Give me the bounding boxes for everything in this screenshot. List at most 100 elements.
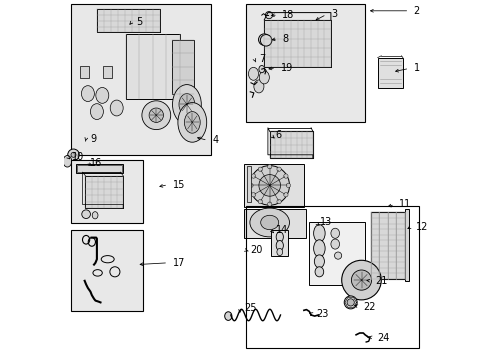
Ellipse shape	[258, 199, 262, 204]
Ellipse shape	[92, 212, 98, 219]
Ellipse shape	[110, 100, 123, 116]
Ellipse shape	[267, 202, 271, 206]
Ellipse shape	[258, 34, 269, 45]
Ellipse shape	[344, 296, 356, 309]
Bar	[71, 230, 142, 311]
Ellipse shape	[142, 101, 170, 130]
Bar	[103, 66, 112, 78]
Ellipse shape	[96, 87, 108, 103]
Ellipse shape	[258, 66, 264, 73]
Ellipse shape	[63, 156, 72, 167]
Bar	[404, 209, 408, 281]
Text: 9: 9	[90, 134, 96, 144]
Ellipse shape	[330, 228, 339, 238]
Ellipse shape	[178, 103, 206, 142]
Text: 3: 3	[330, 9, 336, 19]
Bar	[264, 20, 330, 67]
Ellipse shape	[172, 85, 201, 124]
Bar	[125, 34, 179, 99]
Ellipse shape	[71, 152, 76, 157]
Text: 2: 2	[413, 6, 419, 16]
Text: 7: 7	[258, 54, 264, 64]
Ellipse shape	[184, 112, 200, 133]
Ellipse shape	[265, 12, 272, 19]
Ellipse shape	[276, 167, 281, 171]
Bar	[246, 206, 418, 348]
Bar	[97, 9, 160, 32]
Ellipse shape	[258, 167, 262, 171]
Text: 22: 22	[363, 302, 375, 312]
Text: 14: 14	[275, 225, 287, 235]
Bar	[246, 4, 365, 122]
Ellipse shape	[224, 312, 231, 320]
Bar	[71, 160, 142, 223]
Ellipse shape	[68, 149, 79, 161]
Text: 11: 11	[399, 199, 411, 210]
Bar	[244, 164, 303, 207]
Bar	[76, 164, 122, 173]
Bar	[80, 66, 89, 78]
Ellipse shape	[149, 108, 163, 122]
Bar	[269, 131, 312, 158]
Ellipse shape	[81, 210, 90, 219]
Ellipse shape	[90, 104, 103, 120]
Ellipse shape	[346, 299, 354, 306]
Ellipse shape	[341, 260, 381, 300]
Bar	[244, 209, 305, 238]
Text: 21: 21	[374, 276, 386, 286]
Ellipse shape	[253, 80, 264, 93]
Bar	[172, 40, 194, 94]
Ellipse shape	[283, 193, 287, 197]
Text: 4: 4	[212, 135, 218, 145]
Bar	[370, 212, 404, 279]
Bar	[85, 176, 123, 208]
Ellipse shape	[251, 174, 255, 178]
Text: 16: 16	[89, 158, 102, 168]
Text: 24: 24	[377, 333, 389, 343]
Text: 20: 20	[249, 245, 262, 255]
Ellipse shape	[258, 175, 280, 196]
Bar	[77, 165, 122, 172]
Ellipse shape	[259, 71, 269, 84]
Text: 10: 10	[72, 152, 84, 162]
Ellipse shape	[283, 174, 287, 178]
Ellipse shape	[261, 37, 266, 42]
Text: 6: 6	[275, 130, 281, 140]
Bar	[85, 176, 123, 208]
Bar	[97, 9, 160, 32]
Text: 12: 12	[415, 222, 427, 232]
Text: 25: 25	[244, 303, 257, 313]
Bar	[270, 230, 288, 256]
Text: 5: 5	[136, 17, 142, 27]
Text: 1: 1	[413, 63, 419, 73]
Ellipse shape	[251, 193, 255, 197]
Text: 19: 19	[280, 63, 292, 73]
Ellipse shape	[351, 270, 371, 290]
Text: 23: 23	[316, 309, 328, 319]
Ellipse shape	[276, 240, 283, 251]
Ellipse shape	[248, 183, 253, 188]
Bar	[269, 131, 312, 158]
Text: 13: 13	[320, 217, 332, 228]
Bar	[264, 20, 330, 67]
Bar	[370, 212, 404, 279]
Ellipse shape	[260, 215, 278, 230]
Ellipse shape	[313, 225, 325, 242]
Ellipse shape	[267, 165, 271, 169]
Ellipse shape	[314, 255, 324, 268]
Ellipse shape	[276, 232, 283, 242]
Ellipse shape	[81, 86, 94, 102]
Ellipse shape	[179, 94, 194, 115]
Bar	[247, 166, 250, 202]
Ellipse shape	[334, 252, 341, 259]
Ellipse shape	[249, 166, 289, 205]
Ellipse shape	[248, 67, 258, 80]
Bar	[309, 222, 365, 285]
Bar	[71, 4, 211, 155]
Text: 17: 17	[172, 258, 184, 268]
Ellipse shape	[249, 208, 289, 237]
Bar	[377, 58, 402, 88]
Text: 8: 8	[282, 34, 288, 44]
Text: 18: 18	[282, 10, 294, 20]
Ellipse shape	[313, 240, 325, 257]
